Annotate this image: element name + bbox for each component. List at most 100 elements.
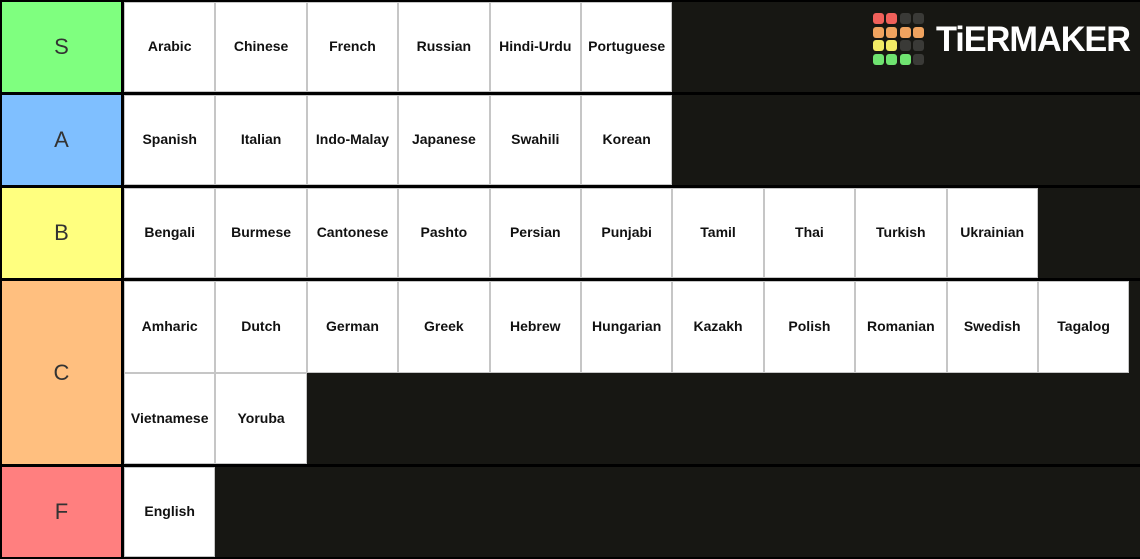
tier-item[interactable]: French [306,2,399,92]
tier-item-label: Chinese [233,38,289,55]
tier-item[interactable]: Korean [580,95,673,185]
logo-grid-cell-dark [913,13,925,24]
tier-item-label: Italian [240,131,282,148]
tier-item[interactable]: Arabic [124,2,216,92]
tier-item[interactable]: Spanish [124,95,216,185]
tier-item[interactable]: Romanian [855,281,947,373]
tier-item[interactable]: Indo-Malay [306,95,399,185]
tier-label-text: C [53,359,70,385]
logo-grid-cell-orange [886,26,898,38]
tier-item-label: Yoruba [237,409,285,426]
tier-label-b: B [2,188,124,278]
tier-item[interactable]: Hindi-Urdu [489,2,581,92]
tier-item[interactable]: Cantonese [306,188,399,278]
tier-item-label: Pashto [420,224,468,241]
tier-item-label: Russian [416,38,472,55]
tier-item[interactable]: Tamil [672,188,764,278]
tier-row-b: B Bengali Burmese Cantonese Pashto Persian Pun… [0,188,1140,281]
logo-grid-cell-red [886,13,898,24]
tier-item-label: Swahili [511,131,560,148]
tier-label-text: B [54,220,69,245]
tier-item-label: Punjabi [601,224,652,241]
tier-item-label: Turkish [876,224,926,241]
tier-item[interactable]: Amharic [124,281,216,373]
logo-grid-cell-yellow [886,40,898,51]
tier-row-f: F English [0,467,1140,559]
tier-item-label: Tagalog [1057,318,1110,335]
tier-item[interactable]: Portuguese [580,2,673,92]
tier-item-label: English [144,503,195,520]
tier-item-label: Korean [602,131,651,148]
logo-grid-cell-yellow [872,40,884,51]
tier-item[interactable]: Hungarian [580,281,673,373]
tier-item[interactable]: Turkish [855,188,947,278]
tier-item-label: Indo-Malay [315,131,390,148]
tier-row-c: C Amharic Dutch German Greek Hebrew Hungarian K… [0,281,1140,467]
tier-label-f: F [2,467,124,557]
tier-item[interactable]: Vietnamese [124,372,216,464]
logo-grid-cell-dark [913,53,925,65]
logo-grid-cell-green [899,53,911,65]
tier-item-label: Dutch [241,318,281,335]
tiermaker-logo[interactable]: TiERMAKER [872,13,1132,65]
tier-item[interactable]: Polish [763,281,856,373]
tier-item-label: Tamil [700,224,736,241]
logo-grid-cell-orange [872,26,884,38]
tier-item[interactable]: Italian [215,95,307,185]
tier-items-b: Bengali Burmese Cantonese Pashto Persian Punj… [124,188,1140,278]
tier-items-f: English [124,467,1140,557]
tier-label-c: C [2,281,124,464]
tier-item-label: German [326,318,379,335]
tier-item[interactable]: Swedish [946,281,1038,373]
tier-item-label: Bengali [144,224,195,241]
tiermaker-wordmark: TiERMAKER [936,18,1131,59]
tier-row-a: A Spanish Italian Indo-Malay Japanese Swahili… [0,95,1140,188]
tier-item[interactable]: Tagalog [1037,281,1130,373]
logo-grid-cell-dark [899,40,911,51]
tier-item[interactable]: Yoruba [215,372,307,464]
tier-item-label: Swedish [963,318,1021,335]
tier-label-text: F [54,499,69,524]
tier-item[interactable]: Chinese [215,2,307,92]
tier-item[interactable]: German [306,281,399,373]
tier-item-label: Amharic [141,318,198,335]
tier-item[interactable]: Thai [763,188,856,278]
tier-item[interactable]: Hebrew [489,281,581,373]
tier-item[interactable]: Kazakh [672,281,764,373]
tier-item-label: Japanese [411,131,476,148]
tier-item[interactable]: Ukrainian [946,188,1038,278]
tier-items-a: Spanish Italian Indo-Malay Japanese Swahili K… [124,95,1140,185]
tier-item[interactable]: Pashto [398,188,490,278]
tier-item-label: Ukrainian [960,224,1025,241]
tier-item[interactable]: English [124,467,216,557]
tier-item[interactable]: Burmese [215,188,307,278]
tiermaker-grid-icon [872,13,925,65]
tier-item[interactable]: Punjabi [580,188,673,278]
logo-grid-cell-orange [899,26,911,38]
tier-item[interactable]: Japanese [398,95,490,185]
tier-row-s: S Arabic Chinese French Russian Hindi-Urdu Por… [0,2,1140,95]
logo-grid-cell-green [872,53,884,65]
tier-items-c: Amharic Dutch German Greek Hebrew Hungarian Ka… [124,281,1140,464]
logo-grid-cell-dark [913,40,925,51]
tier-item-label: Kazakh [693,318,743,335]
tier-item-label: Polish [788,318,831,335]
tier-item[interactable]: Swahili [489,95,581,185]
tier-item[interactable]: Russian [398,2,490,92]
tier-item-label: Thai [795,224,824,241]
tier-item-label: Cantonese [316,224,389,241]
tier-item-label: Romanian [866,318,935,335]
logo-grid-cell-red [872,13,884,24]
tier-item[interactable]: Persian [489,188,581,278]
tier-label-text: S [54,34,69,59]
tier-item[interactable]: Greek [398,281,490,373]
tier-item[interactable]: Bengali [124,188,216,278]
tier-label-text: A [54,127,69,152]
tier-label-a: A [2,95,124,185]
tier-item[interactable]: Dutch [215,281,307,373]
tier-item-label: Persian [509,224,561,241]
logo-grid-cell-orange [913,26,925,38]
tier-item-label: Spanish [142,131,197,148]
